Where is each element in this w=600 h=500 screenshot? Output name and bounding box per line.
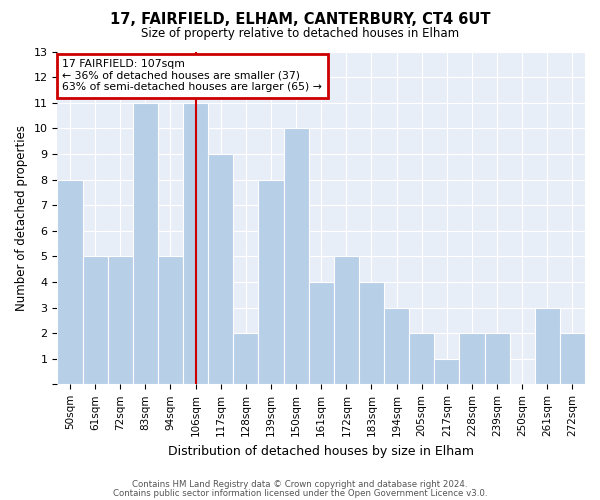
X-axis label: Distribution of detached houses by size in Elham: Distribution of detached houses by size …: [168, 444, 474, 458]
Y-axis label: Number of detached properties: Number of detached properties: [15, 125, 28, 311]
Bar: [460, 333, 485, 384]
Bar: [359, 282, 384, 384]
Text: Contains HM Land Registry data © Crown copyright and database right 2024.: Contains HM Land Registry data © Crown c…: [132, 480, 468, 489]
Bar: [107, 256, 133, 384]
Bar: [208, 154, 233, 384]
Bar: [183, 102, 208, 384]
Text: Size of property relative to detached houses in Elham: Size of property relative to detached ho…: [141, 28, 459, 40]
Bar: [434, 358, 460, 384]
Bar: [233, 333, 259, 384]
Bar: [334, 256, 359, 384]
Bar: [284, 128, 308, 384]
Bar: [58, 180, 83, 384]
Bar: [133, 102, 158, 384]
Bar: [409, 333, 434, 384]
Text: 17 FAIRFIELD: 107sqm
← 36% of detached houses are smaller (37)
63% of semi-detac: 17 FAIRFIELD: 107sqm ← 36% of detached h…: [62, 59, 322, 92]
Bar: [535, 308, 560, 384]
Bar: [384, 308, 409, 384]
Bar: [485, 333, 509, 384]
Bar: [259, 180, 284, 384]
Bar: [560, 333, 585, 384]
Bar: [83, 256, 107, 384]
Bar: [308, 282, 334, 384]
Text: Contains public sector information licensed under the Open Government Licence v3: Contains public sector information licen…: [113, 488, 487, 498]
Text: 17, FAIRFIELD, ELHAM, CANTERBURY, CT4 6UT: 17, FAIRFIELD, ELHAM, CANTERBURY, CT4 6U…: [110, 12, 490, 28]
Bar: [158, 256, 183, 384]
